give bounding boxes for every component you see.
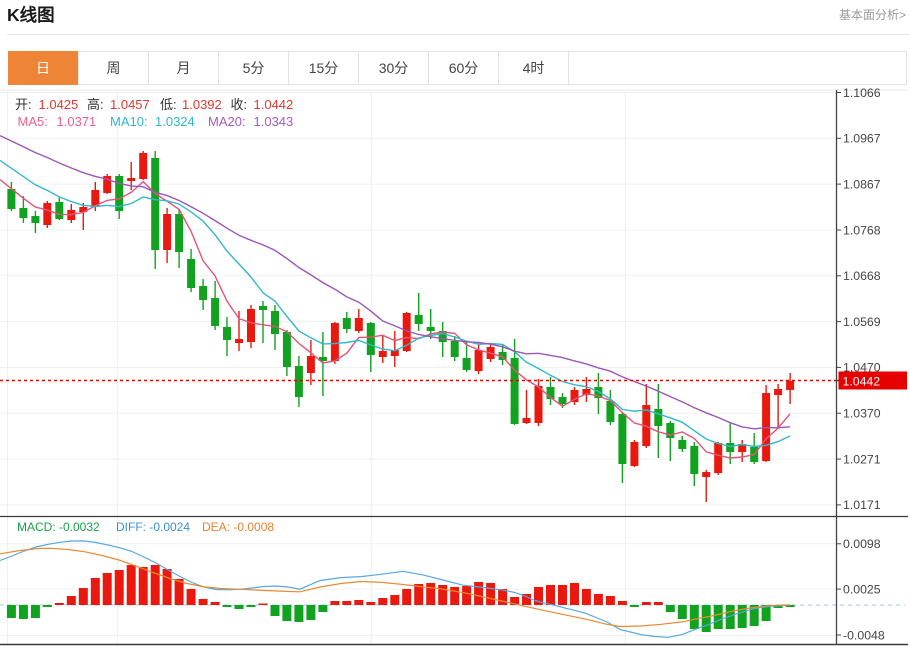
svg-text:0.0098: 0.0098 <box>843 537 881 551</box>
svg-text:1.0569: 1.0569 <box>843 315 881 329</box>
svg-text:0.0025: 0.0025 <box>843 582 881 596</box>
svg-text:1.0370: 1.0370 <box>843 407 881 421</box>
svg-text:1.1066: 1.1066 <box>843 86 881 100</box>
svg-text:1.0768: 1.0768 <box>843 223 881 237</box>
svg-text:-0.0048: -0.0048 <box>843 628 885 642</box>
svg-text:1.0442: 1.0442 <box>843 375 881 389</box>
svg-text:1.0967: 1.0967 <box>843 132 881 146</box>
svg-text:1.0171: 1.0171 <box>843 498 881 512</box>
svg-text:1.0271: 1.0271 <box>843 452 881 466</box>
svg-text:1.0867: 1.0867 <box>843 177 881 191</box>
svg-text:1.0470: 1.0470 <box>843 361 881 375</box>
svg-text:1.0668: 1.0668 <box>843 269 881 283</box>
